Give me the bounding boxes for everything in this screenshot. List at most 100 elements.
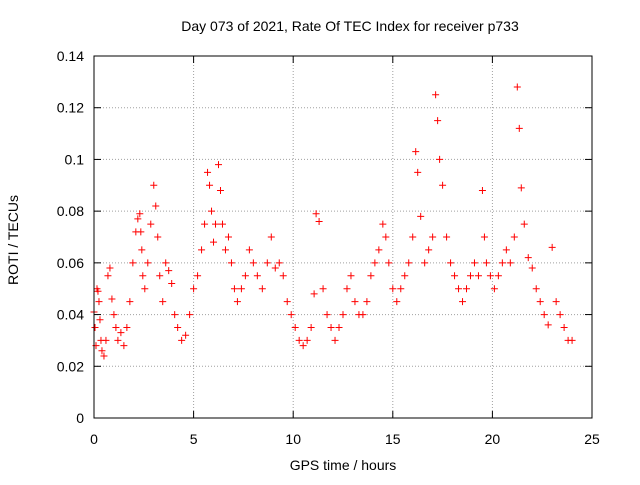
y-tick-label: 0.06 bbox=[57, 255, 84, 271]
data-point bbox=[137, 228, 145, 236]
data-point bbox=[174, 324, 182, 331]
data-point bbox=[253, 272, 261, 280]
data-point bbox=[517, 184, 525, 192]
data-point bbox=[186, 311, 194, 319]
data-point bbox=[112, 324, 120, 331]
data-point bbox=[494, 272, 502, 280]
y-ticks: 0 0.02 0.04 0.06 0.08 0.1 0.12 0.14 bbox=[57, 48, 592, 426]
data-point bbox=[401, 272, 409, 280]
x-axis-label: GPS time / hours bbox=[290, 457, 397, 473]
data-point bbox=[136, 210, 144, 218]
data-point bbox=[552, 298, 560, 306]
data-point bbox=[139, 272, 147, 280]
data-point bbox=[323, 311, 331, 319]
data-point bbox=[123, 324, 131, 331]
data-point bbox=[287, 311, 295, 319]
data-point bbox=[432, 91, 440, 99]
data-point bbox=[351, 298, 359, 306]
data-point bbox=[110, 311, 118, 319]
data-point bbox=[198, 246, 206, 254]
data-point bbox=[417, 212, 425, 220]
data-point bbox=[382, 233, 390, 241]
data-point bbox=[303, 336, 311, 344]
data-point bbox=[434, 117, 442, 125]
y-tick-label: 0.02 bbox=[57, 358, 84, 374]
data-point bbox=[144, 259, 152, 267]
data-point bbox=[556, 311, 564, 319]
data-point bbox=[165, 267, 173, 275]
data-point bbox=[154, 233, 162, 241]
data-point bbox=[224, 233, 232, 241]
data-point bbox=[147, 220, 155, 228]
data-point bbox=[216, 186, 224, 194]
data-point bbox=[451, 272, 459, 280]
data-point bbox=[271, 264, 279, 272]
data-point bbox=[315, 217, 323, 225]
data-point bbox=[447, 259, 455, 267]
x-ticks: 0 5 10 15 20 25 bbox=[90, 56, 600, 447]
data-point bbox=[520, 220, 528, 228]
data-point bbox=[474, 272, 482, 280]
plot-frame bbox=[93, 55, 593, 419]
data-point bbox=[190, 285, 198, 293]
data-point bbox=[510, 233, 518, 241]
data-point bbox=[470, 259, 478, 267]
data-point bbox=[397, 285, 405, 293]
data-point bbox=[96, 316, 104, 324]
data-point bbox=[156, 272, 164, 280]
data-point bbox=[108, 295, 116, 303]
data-point bbox=[385, 259, 393, 267]
data-point bbox=[393, 298, 401, 306]
data-point bbox=[295, 336, 303, 344]
data-point bbox=[389, 285, 397, 293]
data-point bbox=[168, 280, 176, 288]
data-point bbox=[421, 259, 429, 267]
data-point bbox=[528, 264, 536, 272]
y-tick-label: 0.04 bbox=[57, 307, 84, 323]
data-point bbox=[210, 238, 218, 246]
data-point bbox=[482, 259, 490, 267]
data-point bbox=[502, 246, 510, 254]
y-tick-label: 0 bbox=[76, 410, 84, 426]
data-point bbox=[359, 311, 367, 319]
data-point bbox=[498, 259, 506, 267]
data-point bbox=[506, 259, 514, 267]
data-point bbox=[319, 285, 327, 293]
data-point bbox=[327, 324, 335, 331]
data-point bbox=[540, 311, 548, 319]
data-point bbox=[536, 298, 544, 306]
data-point bbox=[102, 336, 110, 344]
data-point bbox=[98, 347, 106, 355]
data-point bbox=[208, 207, 216, 215]
x-tick-label: 20 bbox=[485, 431, 501, 447]
data-point bbox=[548, 243, 556, 251]
data-point bbox=[343, 285, 351, 293]
data-point bbox=[120, 342, 128, 350]
data-point bbox=[436, 155, 444, 163]
data-point bbox=[310, 290, 318, 298]
data-point bbox=[513, 83, 521, 91]
data-point bbox=[237, 285, 245, 293]
data-point bbox=[233, 298, 241, 306]
data-point bbox=[339, 311, 347, 319]
data-point bbox=[230, 285, 238, 293]
data-point bbox=[212, 220, 220, 228]
data-point bbox=[367, 272, 375, 280]
data-point bbox=[245, 246, 253, 254]
data-point bbox=[129, 259, 137, 267]
y-tick-label: 0.14 bbox=[57, 48, 84, 64]
data-point bbox=[94, 287, 102, 295]
data-point bbox=[307, 324, 315, 331]
data-point bbox=[221, 246, 229, 254]
data-point bbox=[515, 124, 523, 132]
data-point bbox=[171, 311, 179, 319]
data-point bbox=[141, 285, 149, 293]
data-point bbox=[201, 220, 209, 228]
data-point bbox=[371, 259, 379, 267]
data-points bbox=[90, 83, 576, 360]
data-point bbox=[117, 329, 125, 337]
data-point bbox=[532, 285, 540, 293]
data-point bbox=[414, 168, 422, 176]
